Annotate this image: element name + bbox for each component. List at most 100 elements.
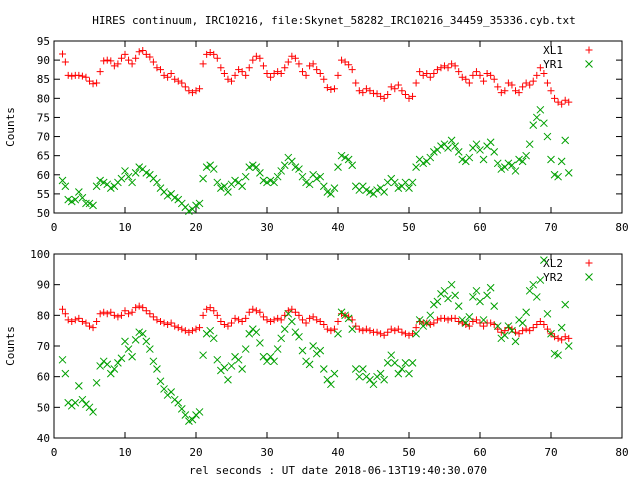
data-point <box>110 365 119 373</box>
data-point <box>288 305 296 313</box>
data-point <box>525 286 534 295</box>
data-point <box>465 153 474 162</box>
data-point <box>259 62 267 70</box>
data-point <box>280 161 289 170</box>
data-point <box>139 304 147 312</box>
data-point <box>334 71 342 79</box>
data-point <box>206 304 214 312</box>
data-point <box>529 324 537 332</box>
data-point <box>291 54 299 62</box>
data-point <box>508 81 516 89</box>
data-point <box>394 325 402 333</box>
data-point <box>106 369 115 378</box>
data-point <box>330 325 338 333</box>
data-point <box>273 345 282 353</box>
data-point <box>316 346 325 355</box>
data-point <box>103 56 111 64</box>
data-point <box>525 140 534 149</box>
data-point <box>486 283 495 292</box>
data-point <box>93 317 101 325</box>
data-point <box>170 193 179 202</box>
data-point <box>163 191 172 200</box>
data-point <box>107 308 115 316</box>
data-point <box>543 79 551 87</box>
data-point <box>153 365 161 373</box>
data-point <box>61 369 70 378</box>
data-point <box>493 322 502 330</box>
plot-frame <box>53 40 623 214</box>
data-point <box>511 337 520 346</box>
data-point <box>270 178 278 187</box>
data-point <box>522 325 530 333</box>
data-point <box>536 317 544 325</box>
data-point <box>458 319 466 327</box>
data-point <box>299 68 306 76</box>
data-point <box>235 316 243 324</box>
data-point <box>390 359 399 367</box>
data-point <box>103 360 112 369</box>
data-point <box>383 359 392 367</box>
data-point <box>71 195 80 204</box>
data-point <box>334 163 342 171</box>
data-point <box>224 322 232 330</box>
data-point <box>89 324 97 332</box>
data-point <box>121 307 129 315</box>
data-point <box>107 57 115 65</box>
y-tick-label: 50 <box>37 401 50 414</box>
data-point <box>337 151 346 160</box>
data-point <box>164 321 172 329</box>
data-point <box>323 375 332 384</box>
data-point <box>320 75 328 83</box>
data-point <box>188 415 197 424</box>
data-point <box>316 317 324 325</box>
data-point <box>174 324 182 332</box>
data-point <box>536 105 545 114</box>
data-point <box>497 89 505 97</box>
data-point <box>458 155 467 164</box>
data-point <box>82 319 90 327</box>
data-point <box>479 316 488 324</box>
data-point <box>391 85 399 93</box>
data-point <box>557 323 566 332</box>
top-panel: 0 10 20 30 40 50 60 70 80 50 55 60 65 70 75 80 85 90 95 Cou… <box>4 35 629 234</box>
series-xl2 <box>59 302 573 344</box>
data-point <box>110 311 118 319</box>
data-point <box>256 169 264 177</box>
x-tick-label: 0 <box>51 221 58 234</box>
data-point <box>220 363 229 372</box>
data-point <box>228 77 235 85</box>
data-point <box>58 355 67 364</box>
data-point <box>369 380 378 389</box>
data-point <box>401 359 410 367</box>
data-point <box>135 302 143 310</box>
data-point <box>291 328 300 337</box>
data-point <box>114 359 122 367</box>
data-point <box>256 308 264 316</box>
data-point <box>355 325 363 333</box>
data-point <box>117 174 126 183</box>
data-point <box>405 184 413 193</box>
data-point <box>216 184 225 193</box>
data-point <box>100 308 108 316</box>
x-tick-label: 0 <box>51 446 58 459</box>
x-tick-label: 40 <box>331 221 344 234</box>
data-point <box>319 182 328 191</box>
x-tick-label: 50 <box>402 446 415 459</box>
data-point <box>412 324 420 332</box>
data-point <box>248 161 257 170</box>
data-point <box>131 336 140 344</box>
data-point <box>319 365 328 373</box>
data-point <box>263 69 271 77</box>
data-point <box>142 307 150 315</box>
data-point <box>210 50 218 58</box>
data-point <box>146 53 154 61</box>
data-point <box>518 157 527 166</box>
data-point <box>415 316 424 324</box>
data-point <box>564 342 573 350</box>
data-point <box>558 100 566 108</box>
data-point <box>135 163 144 171</box>
data-point <box>121 167 129 175</box>
data-point <box>231 176 239 185</box>
data-point <box>494 325 502 333</box>
data-point <box>149 58 157 66</box>
